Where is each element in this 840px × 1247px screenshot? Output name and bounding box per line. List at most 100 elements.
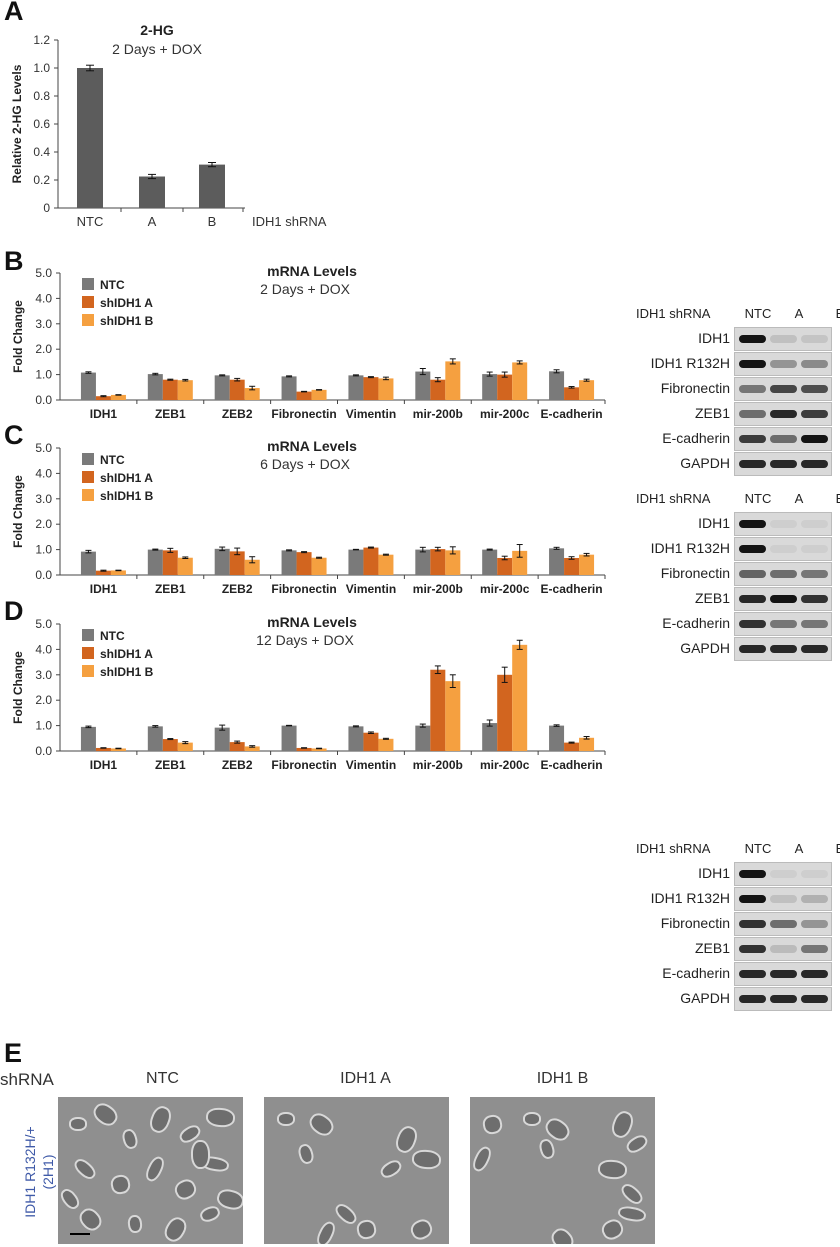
blot-band-e-cadherin-b — [801, 970, 828, 978]
blot-row-label-fibronectin: Fibronectin — [660, 915, 730, 931]
bar-shidh1-b-vimentin — [378, 378, 394, 400]
bar-shidh1-b-zeb1 — [177, 557, 193, 575]
bar-shidh1-a-mir-200c — [497, 557, 513, 575]
blot-band-idh1-ntc — [739, 520, 766, 528]
blot-band-gapdh-ntc — [739, 645, 766, 653]
bar-ntc-zeb2 — [214, 548, 230, 575]
blot-band-idh1-r132h-a — [770, 895, 797, 903]
legend-swatch-ntc — [82, 629, 94, 641]
bar-ntc-zeb2 — [214, 727, 230, 751]
x-tick-label-vimentin: Vimentin — [346, 758, 396, 772]
blot-band-zeb1-a — [770, 410, 797, 418]
micrograph-ntc — [58, 1097, 243, 1244]
blot-band-idh1-r132h-a — [770, 360, 797, 368]
blot-strip-fibronectin — [734, 562, 832, 586]
blot-band-zeb1-b — [801, 945, 828, 953]
bar-shidh1-b-idh1 — [110, 748, 126, 751]
x-tick-label-ntc: NTC — [77, 214, 104, 229]
x-tick-label-vimentin: Vimentin — [346, 407, 396, 421]
chart-title: 2-HG — [140, 22, 174, 38]
bar-shidh1-b-zeb2 — [244, 388, 260, 400]
y-tick-label-1: 1.0 — [35, 543, 52, 557]
blot-band-e-cadherin-ntc — [739, 970, 766, 978]
blot-band-zeb1-ntc — [739, 945, 766, 953]
legend-swatch-shidh1-a — [82, 471, 94, 483]
y-tick-label-4: 0.8 — [33, 89, 50, 103]
blot-band-gapdh-a — [770, 645, 797, 653]
blot-strip-zeb1 — [734, 937, 832, 961]
x-tick-label-zeb1: ZEB1 — [155, 758, 186, 772]
blot-row-label-gapdh: GAPDH — [680, 455, 730, 471]
bar-shidh1-b-vimentin — [378, 554, 394, 575]
bar-ntc-fibronectin — [281, 725, 297, 751]
scale-bar — [70, 1233, 90, 1235]
x-tick-label-e-cadherin: E-cadherin — [541, 758, 603, 772]
blot-band-e-cadherin-a — [770, 970, 797, 978]
bar-shidh1-a-zeb1 — [162, 379, 178, 400]
blot-band-fibronectin-b — [801, 570, 828, 578]
cell-blob — [190, 1139, 210, 1169]
blot-band-idh1-b — [801, 870, 828, 878]
blot-row-label-zeb1: ZEB1 — [694, 405, 730, 421]
bar-shidh1-a-fibronectin — [296, 552, 312, 575]
blot-band-idh1-b — [801, 335, 828, 343]
blot-lane-label-b: B — [835, 841, 840, 856]
y-tick-label-3: 3.0 — [35, 668, 52, 682]
cell-blob — [204, 1106, 236, 1128]
legend-label-shidh1-b: shIDH1 B — [100, 314, 154, 328]
blot-band-gapdh-a — [770, 995, 797, 1003]
blot-band-zeb1-b — [801, 410, 828, 418]
cell-blob — [354, 1217, 378, 1241]
y-tick-label-5: 1.0 — [33, 61, 50, 75]
blot-strip-idh1-r132h — [734, 887, 832, 911]
x-tick-label-mir-200c: mir-200c — [480, 758, 530, 772]
x-tick-label-mir-200b: mir-200b — [413, 582, 463, 596]
cell-blob — [377, 1157, 405, 1181]
bar-ntc-e-cadherin — [549, 548, 565, 575]
blot-band-gapdh-b — [801, 460, 828, 468]
bar-ntc-zeb2 — [214, 375, 230, 400]
cell-blob — [332, 1200, 360, 1228]
blot-strip-e-cadherin — [734, 962, 832, 986]
x-axis-label: IDH1 shRNA — [252, 214, 327, 229]
x-tick-label-fibronectin: Fibronectin — [271, 582, 336, 596]
y-tick-label-4: 4.0 — [35, 291, 52, 305]
bar-shidh1-a-zeb1 — [162, 550, 178, 575]
cell-blob — [296, 1142, 316, 1166]
cell-blob — [71, 1155, 99, 1183]
bar-shidh1-a-zeb2 — [229, 551, 245, 575]
chart-title: mRNA Levels — [267, 438, 357, 454]
bar-shidh1-b-zeb2 — [244, 746, 260, 751]
micro-title-ntc: NTC — [146, 1070, 179, 1087]
blot-header-label: IDH1 shRNA — [636, 491, 711, 506]
cell-blob — [108, 1172, 132, 1196]
y-tick-label-0: 0 — [43, 201, 50, 215]
x-tick-label-idh1: IDH1 — [90, 758, 118, 772]
chart-subtitle: 6 Days + DOX — [260, 456, 351, 472]
chart-subtitle: 2 Days + DOX — [260, 281, 351, 297]
blot-lane-label-ntc: NTC — [744, 306, 772, 321]
blot-band-zeb1-ntc — [739, 410, 766, 418]
legend-label-shidh1-b: shIDH1 B — [100, 489, 154, 503]
bar-shidh1-b-mir-200c — [512, 644, 528, 751]
cell-blob — [143, 1154, 167, 1184]
y-tick-label-1: 1.0 — [35, 368, 52, 382]
bar-shidh1-a-e-cadherin — [564, 557, 580, 575]
y-tick-label-2: 2.0 — [35, 342, 52, 356]
panel-letter-b: B — [4, 246, 24, 276]
legend-label-ntc: NTC — [100, 629, 125, 643]
bar-ntc-vimentin — [348, 549, 364, 575]
bar-ntc-idh1 — [80, 726, 96, 751]
blot-header-label: IDH1 shRNA — [636, 306, 711, 321]
blot-row-label-e-cadherin: E-cadherin — [662, 615, 730, 631]
cell-blob — [407, 1215, 435, 1243]
y-tick-label-2: 2.0 — [35, 693, 52, 707]
bar-ntc-mir-200b — [415, 549, 431, 575]
bar-a — [139, 176, 165, 208]
blot-band-idh1-a — [770, 335, 797, 343]
y-tick-label-3: 3.0 — [35, 317, 52, 331]
bar-shidh1-b-zeb2 — [244, 559, 260, 575]
blot-strip-gapdh — [734, 987, 832, 1011]
blot-row-label-fibronectin: Fibronectin — [660, 565, 730, 581]
blot-row-label-zeb1: ZEB1 — [694, 590, 730, 606]
